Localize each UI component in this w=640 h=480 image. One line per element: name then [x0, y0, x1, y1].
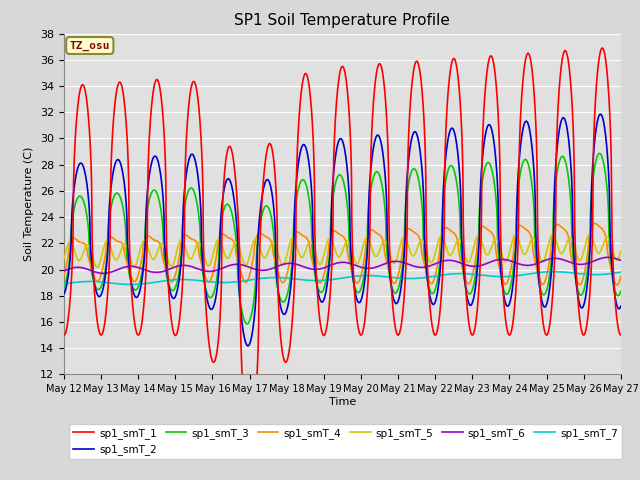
- sp1_smT_3: [617, 288, 625, 294]
- Y-axis label: Soil Temperature (C): Soil Temperature (C): [24, 147, 35, 261]
- sp1_smT_1: [216, 327, 223, 333]
- sp1_smT_6: [568, 260, 575, 265]
- sp1_smT_2: [371, 138, 379, 144]
- sp1_smT_4: [583, 255, 591, 261]
- sp1_smT_4: [358, 266, 366, 272]
- sp1_smT_1: [371, 84, 379, 90]
- sp1_smT_4: [504, 278, 512, 284]
- sp1_smT_3: [596, 150, 604, 156]
- sp1_smT_4: [568, 255, 575, 261]
- sp1_smT_6: [584, 261, 591, 266]
- sp1_smT_7: [127, 282, 135, 288]
- sp1_smT_1: [504, 331, 512, 337]
- sp1_smT_7: [359, 273, 367, 278]
- sp1_smT_2: [359, 291, 367, 297]
- Line: sp1_smT_3: sp1_smT_3: [64, 153, 621, 324]
- sp1_smT_5: [216, 237, 223, 243]
- sp1_smT_6: [100, 271, 108, 276]
- sp1_smT_2: [584, 282, 591, 288]
- Line: sp1_smT_7: sp1_smT_7: [64, 272, 621, 285]
- sp1_smT_7: [617, 269, 625, 275]
- sp1_smT_5: [93, 264, 101, 270]
- sp1_smT_5: [359, 245, 367, 251]
- sp1_smT_3: [60, 284, 68, 289]
- Line: sp1_smT_5: sp1_smT_5: [64, 234, 621, 267]
- sp1_smT_5: [568, 236, 575, 242]
- sp1_smT_4: [60, 272, 68, 277]
- sp1_smT_2: [216, 262, 223, 268]
- sp1_smT_2: [596, 111, 604, 117]
- sp1_smT_5: [584, 235, 591, 240]
- sp1_smT_4: [617, 274, 625, 279]
- Text: TZ_osu: TZ_osu: [70, 40, 110, 50]
- sp1_smT_5: [371, 252, 379, 258]
- sp1_smT_4: [216, 235, 223, 241]
- sp1_smT_4: [591, 220, 598, 226]
- Title: SP1 Soil Temperature Profile: SP1 Soil Temperature Profile: [234, 13, 451, 28]
- sp1_smT_4: [371, 228, 378, 234]
- sp1_smT_6: [60, 268, 68, 274]
- sp1_smT_3: [371, 171, 379, 177]
- sp1_smT_7: [504, 274, 512, 279]
- sp1_smT_1: [568, 97, 575, 103]
- sp1_smT_2: [244, 343, 252, 348]
- Line: sp1_smT_1: sp1_smT_1: [64, 48, 621, 440]
- X-axis label: Time: Time: [329, 397, 356, 407]
- sp1_smT_2: [568, 179, 575, 185]
- sp1_smT_7: [584, 272, 591, 277]
- Line: sp1_smT_6: sp1_smT_6: [64, 257, 621, 274]
- sp1_smT_1: [359, 329, 367, 335]
- sp1_smT_5: [617, 248, 625, 254]
- sp1_smT_3: [584, 268, 591, 274]
- sp1_smT_1: [598, 45, 606, 51]
- sp1_smT_3: [359, 280, 367, 286]
- sp1_smT_6: [371, 264, 379, 270]
- sp1_smT_2: [504, 303, 512, 309]
- sp1_smT_7: [550, 269, 557, 275]
- sp1_smT_3: [504, 290, 512, 296]
- sp1_smT_3: [216, 238, 223, 244]
- sp1_smT_6: [216, 266, 223, 272]
- sp1_smT_7: [371, 273, 379, 279]
- Legend: sp1_smT_1, sp1_smT_2, sp1_smT_3, sp1_smT_4, sp1_smT_5, sp1_smT_6, sp1_smT_7: sp1_smT_1, sp1_smT_2, sp1_smT_3, sp1_smT…: [69, 424, 622, 459]
- sp1_smT_1: [60, 332, 68, 338]
- sp1_smT_1: [617, 332, 625, 338]
- Line: sp1_smT_4: sp1_smT_4: [64, 223, 621, 285]
- sp1_smT_6: [504, 257, 512, 263]
- sp1_smT_5: [60, 256, 68, 262]
- sp1_smT_3: [568, 233, 575, 239]
- sp1_smT_3: [243, 321, 251, 327]
- sp1_smT_6: [359, 265, 367, 271]
- sp1_smT_2: [60, 291, 68, 297]
- sp1_smT_5: [586, 231, 593, 237]
- sp1_smT_7: [60, 281, 68, 287]
- sp1_smT_1: [246, 437, 253, 443]
- sp1_smT_1: [584, 319, 591, 324]
- sp1_smT_2: [617, 303, 625, 309]
- sp1_smT_7: [216, 279, 223, 285]
- sp1_smT_5: [504, 253, 512, 259]
- sp1_smT_7: [568, 270, 576, 276]
- sp1_smT_4: [613, 282, 621, 288]
- sp1_smT_6: [617, 257, 625, 263]
- sp1_smT_6: [604, 254, 612, 260]
- Line: sp1_smT_2: sp1_smT_2: [64, 114, 621, 346]
